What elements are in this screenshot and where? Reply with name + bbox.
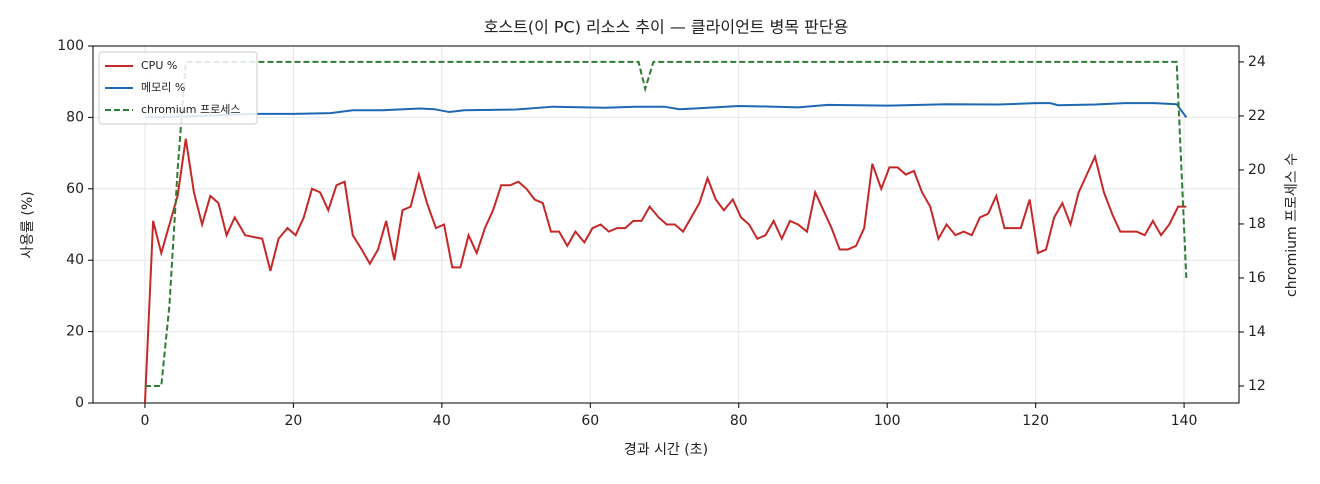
y2-tick-label: 12 xyxy=(1248,378,1266,394)
y2-tick-label: 14 xyxy=(1248,324,1266,340)
y-tick-label: 40 xyxy=(66,252,84,268)
x-tick-label: 0 xyxy=(140,413,149,429)
y2-tick-label: 22 xyxy=(1248,108,1266,124)
y2-tick-label: 24 xyxy=(1248,54,1266,70)
legend-label: chromium 프로세스 xyxy=(141,103,240,116)
y-tick-label: 100 xyxy=(57,38,84,54)
series-line xyxy=(143,138,1187,404)
plot-frame xyxy=(92,45,1240,404)
legend-label: 메모리 % xyxy=(141,81,185,94)
y-axis-label: 사용률 (%) xyxy=(20,191,36,258)
y2-tick-label: 18 xyxy=(1248,216,1266,232)
legend: CPU % 메모리 % chromium 프로세스 xyxy=(98,51,258,125)
x-tick-label: 20 xyxy=(284,413,302,429)
series-line xyxy=(144,102,1188,119)
y2-axis-label: chromium 프로세스 수 xyxy=(1284,153,1300,297)
y-tick-label: 0 xyxy=(75,395,84,411)
y2-tick-label: 20 xyxy=(1248,162,1266,178)
chart-title: 호스트(이 PC) 리소스 추이 — 클라이언트 병목 판단용 xyxy=(484,18,849,37)
y-tick-label: 80 xyxy=(66,109,84,125)
legend-label: CPU % xyxy=(141,59,177,72)
legend-box xyxy=(98,51,258,125)
x-tick-label: 120 xyxy=(1022,413,1049,429)
x-tick-label: 60 xyxy=(581,413,599,429)
x-tick-label: 100 xyxy=(874,413,901,429)
series-line xyxy=(144,60,1188,387)
x-tick-label: 80 xyxy=(730,413,748,429)
y2-tick-label: 16 xyxy=(1248,270,1266,286)
y-tick-label: 60 xyxy=(66,181,84,197)
x-axis-label: 경과 시간 (초) xyxy=(624,442,708,458)
x-tick-label: 40 xyxy=(433,413,451,429)
y-tick-label: 20 xyxy=(66,324,84,340)
x-tick-label: 140 xyxy=(1171,413,1198,429)
